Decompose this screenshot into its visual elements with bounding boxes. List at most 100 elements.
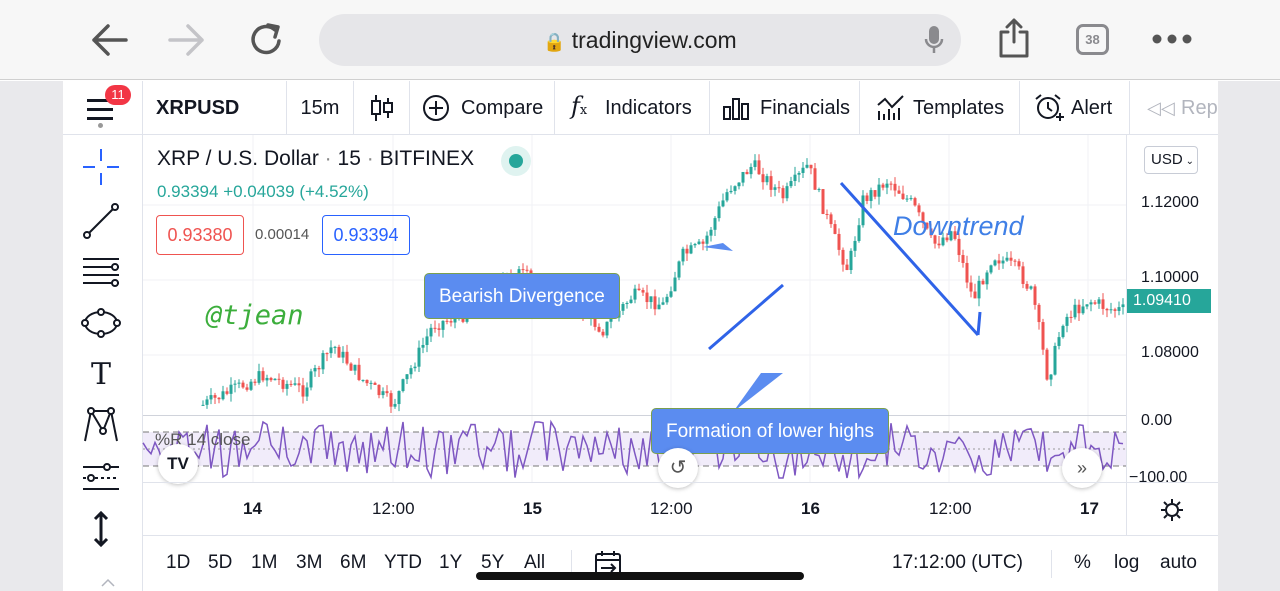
candle-body <box>1069 316 1073 318</box>
range-3m[interactable]: 3M <box>296 552 323 573</box>
forward-arrow-icon[interactable] <box>168 24 206 56</box>
candle-body <box>869 190 873 201</box>
downtrend-label[interactable]: Downtrend <box>893 211 1024 241</box>
bearish-divergence-callout[interactable]: Bearish Divergence <box>424 273 620 319</box>
range-5d[interactable]: 5D <box>208 552 233 573</box>
candle-body <box>1081 306 1085 314</box>
chevron-up-icon[interactable] <box>101 578 115 587</box>
candle-body <box>389 393 393 407</box>
candle-body <box>993 260 997 266</box>
downtrend-line[interactable] <box>839 181 980 337</box>
templates-button[interactable]: Templates <box>860 81 1020 135</box>
range-all[interactable]: All <box>524 552 546 573</box>
buy-button[interactable]: 0.93394 <box>322 215 410 255</box>
share-icon[interactable] <box>998 18 1030 58</box>
compare-button[interactable]: Compare <box>410 81 555 135</box>
trend-line-icon[interactable] <box>81 201 121 241</box>
currency-selector[interactable]: USD ⌄ <box>1144 146 1198 174</box>
candle-body <box>337 346 341 358</box>
fib-retracement-icon[interactable] <box>81 251 121 291</box>
candle-body <box>765 176 769 183</box>
indicators-button[interactable]: fx Indicators <box>555 81 710 135</box>
tabs-icon[interactable]: 38 <box>1076 24 1109 55</box>
auto-scale-toggle[interactable]: auto <box>1160 552 1197 573</box>
candle-body <box>873 190 877 197</box>
ellipse-shape-icon[interactable] <box>81 303 121 343</box>
alert-button[interactable]: Alert <box>1020 81 1130 135</box>
compare-label: Compare <box>461 97 544 119</box>
menu-button[interactable]: 11 <box>63 81 143 135</box>
candle-body <box>421 344 425 348</box>
candle-body <box>305 387 309 397</box>
legend-interval: 15 <box>337 147 361 170</box>
more-icon[interactable] <box>1152 33 1192 45</box>
percent-scale-toggle[interactable]: % <box>1074 552 1091 573</box>
scroll-to-realtime-icon[interactable]: » <box>1062 448 1102 488</box>
candle-body <box>417 347 421 367</box>
candle-body <box>957 238 961 256</box>
microphone-icon[interactable] <box>924 26 944 56</box>
replay-button[interactable]: ◁◁ Rep <box>1130 81 1218 135</box>
candle-body <box>357 364 361 380</box>
candle-body <box>1009 257 1013 261</box>
menu-dot <box>98 123 103 128</box>
legend-separator: · <box>324 147 332 170</box>
price-change: +0.04039 <box>223 182 295 201</box>
candle-body <box>629 299 633 303</box>
downtrend-line-end[interactable] <box>976 311 982 336</box>
measure-icon[interactable] <box>81 509 121 549</box>
chart-type-button[interactable] <box>354 81 410 135</box>
log-scale-toggle[interactable]: log <box>1114 552 1140 573</box>
left-gutter <box>0 81 63 591</box>
range-5y[interactable]: 5Y <box>481 552 505 573</box>
candle-body <box>1073 304 1077 318</box>
divergence-trend-line[interactable] <box>708 283 784 351</box>
symbol-search[interactable]: XRPUSD <box>143 81 287 135</box>
candle-body <box>897 190 901 194</box>
chevron-down-icon: ⌄ <box>1185 156 1195 167</box>
time-axis[interactable]: 14 12:00 15 12:00 16 12:00 17 <box>143 482 1218 536</box>
candle-body <box>453 316 457 323</box>
interval-button[interactable]: 15m <box>287 81 354 135</box>
address-bar[interactable]: 🔒 tradingview.com <box>319 14 961 66</box>
tradingview-logo-icon[interactable]: TV <box>158 444 198 484</box>
chart-area[interactable]: %R 14 close XRP / U.S. Dollar · 15 · BIT… <box>142 135 1218 591</box>
settings-button[interactable] <box>1126 483 1218 536</box>
candle-body <box>293 383 297 385</box>
candle-body <box>877 184 881 197</box>
candle-body <box>941 237 945 246</box>
sell-button[interactable]: 0.93380 <box>156 215 244 255</box>
time-label: 12:00 <box>650 499 693 518</box>
market-status-icon[interactable] <box>501 146 531 176</box>
lower-highs-callout[interactable]: Formation of lower highs <box>651 408 890 454</box>
candle-body <box>901 193 905 200</box>
range-1m[interactable]: 1M <box>251 552 278 573</box>
range-6m[interactable]: 6M <box>340 552 367 573</box>
candle-body <box>621 303 625 311</box>
candle-body <box>825 213 829 215</box>
clock-timezone[interactable]: 17:12:00 (UTC) <box>892 552 1023 573</box>
price-axis[interactable]: USD ⌄ 1.12000 1.10000 1.08000 1.09410 0.0… <box>1126 135 1218 535</box>
callout-pointer-1 <box>703 243 733 251</box>
reset-chart-icon[interactable]: ↺ <box>658 448 698 488</box>
candle-body <box>597 326 601 332</box>
candle-body <box>653 296 657 310</box>
financials-button[interactable]: Financials <box>710 81 860 135</box>
range-1y[interactable]: 1Y <box>439 552 463 573</box>
time-label: 15 <box>523 499 542 518</box>
prediction-tool-icon[interactable] <box>81 457 121 497</box>
symbol-legend[interactable]: XRP / U.S. Dollar · 15 · BITFINEX <box>157 147 474 171</box>
candle-body <box>385 391 389 394</box>
pattern-tool-icon[interactable] <box>81 405 121 445</box>
reload-icon[interactable] <box>248 21 286 59</box>
candle-body <box>697 241 701 245</box>
price-label: 1.10000 <box>1141 269 1199 286</box>
candle-body <box>725 192 729 201</box>
time-label: 12:00 <box>372 499 415 518</box>
range-ytd[interactable]: YTD <box>384 552 422 573</box>
templates-icon <box>877 95 904 120</box>
back-arrow-icon[interactable] <box>90 24 128 56</box>
crosshair-icon[interactable] <box>81 147 121 187</box>
range-1d[interactable]: 1D <box>166 552 191 573</box>
text-tool-icon[interactable]: T <box>90 357 111 392</box>
